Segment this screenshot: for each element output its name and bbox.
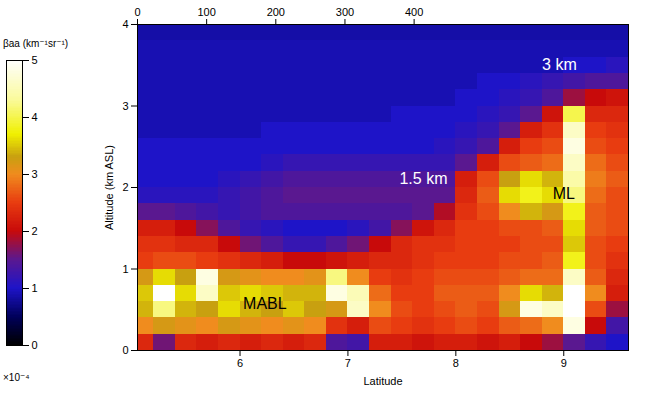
svg-text:6: 6 [237,357,243,369]
svg-text:100: 100 [197,6,215,18]
svg-text:400: 400 [405,6,423,18]
svg-text:0: 0 [134,6,140,18]
svg-text:MABL: MABL [243,295,287,312]
svg-text:1: 1 [32,282,38,294]
svg-text:5: 5 [32,54,38,66]
svg-text:3 km: 3 km [542,56,577,73]
svg-text:1: 1 [122,263,128,275]
html-text:βaa (km⁻¹sr⁻¹): βaa (km⁻¹sr⁻¹) [3,38,69,49]
svg-text:3: 3 [32,168,38,180]
svg-text:2: 2 [122,181,128,193]
svg-text:200: 200 [267,6,285,18]
svg-text:3: 3 [122,100,128,112]
svg-text:8: 8 [453,357,459,369]
svg-text:2: 2 [32,225,38,237]
svg-text:1.5 km: 1.5 km [399,170,447,187]
svg-text:4: 4 [32,111,38,123]
svg-text:0: 0 [122,344,128,356]
svg-text:ML: ML [553,185,575,202]
svg-text:9: 9 [561,357,567,369]
html-text:×10⁻⁴: ×10⁻⁴ [3,372,30,383]
svg-text:Latitude: Latitude [363,375,402,387]
svg-text:Altitude (km ASL): Altitude (km ASL) [103,145,115,230]
svg-text:4: 4 [122,18,128,30]
svg-text:0: 0 [32,339,38,351]
svg-text:7: 7 [345,357,351,369]
svg-text:300: 300 [336,6,354,18]
